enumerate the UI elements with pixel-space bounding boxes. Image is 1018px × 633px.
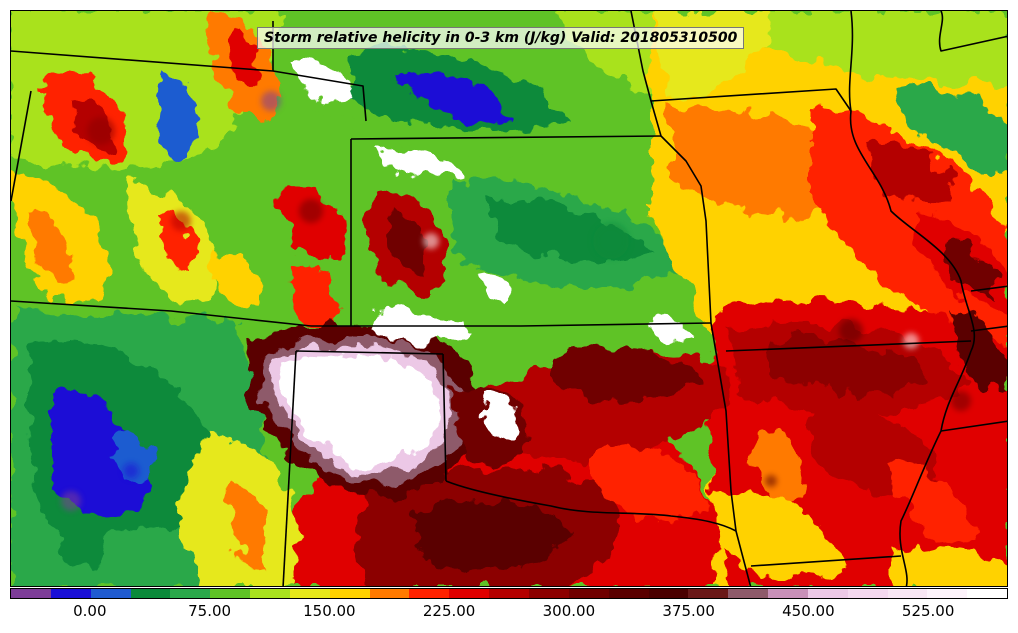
colorbar-segment <box>130 589 171 598</box>
colorbar-tick-label: 0.00 <box>73 602 107 620</box>
colorbar-segment <box>11 589 51 598</box>
colorbar-segment <box>728 589 769 598</box>
colorbar-segment <box>289 589 330 598</box>
colorbar-tick-label: 75.00 <box>188 602 232 620</box>
colorbar-segment <box>50 589 91 598</box>
colorbar-segment <box>688 589 729 598</box>
colorbar-segment <box>568 589 609 598</box>
colorbar-segment <box>608 589 649 598</box>
colorbar-tick-label: 150.00 <box>303 602 356 620</box>
colorbar-segment <box>369 589 410 598</box>
helicity-map: Storm relative helicity in 0-3 km (J/kg)… <box>10 10 1008 587</box>
colorbar-segment <box>210 589 251 598</box>
field-speckle <box>61 91 971 511</box>
colorbar-segment <box>927 589 968 598</box>
state-boundaries <box>11 11 1007 586</box>
colorbar-tick-label: 525.00 <box>901 602 955 620</box>
colorbar-tick-labels: 0.00 75.00 150.00 225.00 300.00 375.00 450.00 5… <box>10 602 1008 624</box>
colorbar-tick-label: 375.00 <box>662 602 715 620</box>
colorbar-segment <box>329 589 370 598</box>
colorbar-segment <box>887 589 928 598</box>
colorbar-segment <box>648 589 689 598</box>
colorbar-segment <box>170 589 211 598</box>
colorbar-segment <box>847 589 888 598</box>
helicity-field <box>11 11 1007 586</box>
colorbar-segment <box>90 589 131 598</box>
colorbar-segment <box>967 589 1008 598</box>
colorbar-tick-label: 450.00 <box>782 602 835 620</box>
colorbar-tick-label: 300.00 <box>542 602 596 620</box>
colorbar-segment <box>489 589 529 598</box>
colorbar-segment <box>807 589 848 598</box>
colorbar-segment <box>449 589 490 598</box>
colorbar-segment <box>250 589 290 598</box>
colorbar <box>10 588 1008 599</box>
field-regions <box>11 11 1007 586</box>
colorbar-segment <box>528 589 569 598</box>
colorbar-tick-label: 225.00 <box>422 602 476 620</box>
colorbar-segment <box>768 589 808 598</box>
map-title: Storm relative helicity in 0-3 km (J/kg)… <box>257 27 745 49</box>
colorbar-segment <box>409 589 450 598</box>
